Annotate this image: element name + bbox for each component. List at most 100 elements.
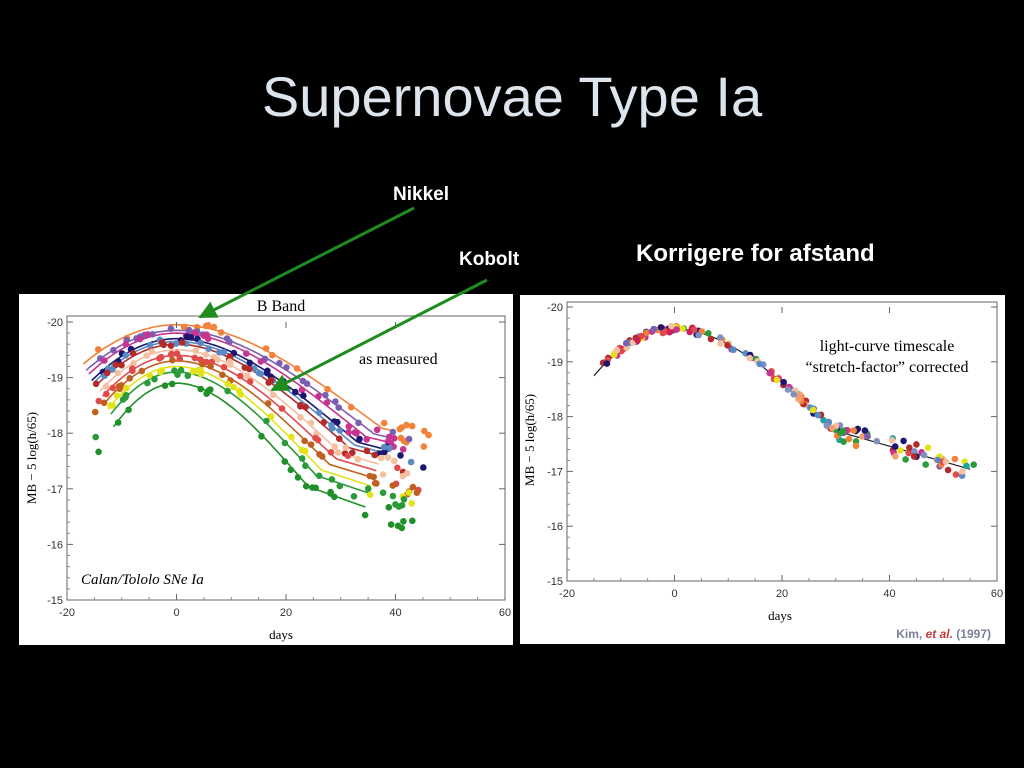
data-point [405,489,413,496]
data-point [160,341,167,349]
data-point [195,366,203,374]
data-point [268,377,275,384]
data-point [294,474,302,481]
data-point [323,399,331,406]
data-point [396,425,404,433]
data-point [892,453,899,460]
data-point [146,341,154,349]
data-point [613,346,621,354]
data-point [176,355,183,362]
data-point [780,378,787,386]
data-point [144,379,151,387]
data-point [397,452,404,459]
data-point [746,354,753,362]
data-point [657,324,665,331]
data-point [91,408,99,416]
data-point [192,347,200,354]
x-tick-label: 40 [389,607,401,619]
data-point [389,428,397,436]
data-point [116,385,123,393]
data-point [156,355,163,362]
data-point [906,444,913,451]
data-point [371,451,379,459]
data-point [408,500,416,507]
slide-title: Supernovae Type Ia [261,65,763,128]
data-point [356,435,363,443]
data-point [315,393,322,400]
data-point [766,369,773,377]
data-point [292,388,299,396]
data-point [717,340,724,347]
data-point [257,358,265,365]
data-point [113,392,121,399]
data-point [287,466,295,474]
data-point [103,390,110,398]
data-point [219,371,226,379]
data-point [174,371,181,378]
data-point [302,462,309,470]
data-point [226,358,233,365]
data-point [263,369,271,377]
data-point [126,375,133,382]
data-point [281,458,289,465]
data-point [784,386,792,393]
data-point [668,322,675,330]
data-point [371,479,379,487]
data-point [420,443,428,450]
data-point [180,323,188,331]
data-point [347,403,355,411]
data-point [385,504,393,511]
data-point [246,378,254,385]
data-point [942,458,950,465]
data-point [398,502,406,509]
data-point [334,418,341,426]
data-point [873,437,881,445]
plot-frame [66,315,506,601]
data-point [103,369,111,377]
data-point [129,365,136,372]
data-point [257,370,265,378]
data-point [262,345,270,352]
stretch-annotation-line1: light-curve timescale [820,338,955,355]
x-tick-label: 0 [671,588,677,600]
data-point [173,350,181,357]
data-point [389,492,397,500]
data-point [403,470,411,477]
data-point [350,493,358,500]
data-point [278,380,286,388]
data-point [905,449,912,457]
data-point [913,441,920,448]
data-point [136,335,144,343]
data-point [95,397,103,405]
data-point [666,328,673,336]
data-point [303,380,311,387]
data-point [167,351,175,358]
data-point [143,352,150,359]
data-point [267,413,275,420]
x-tick-label: 20 [776,588,788,600]
correct-distance-label: Korrigere for afstand [636,240,875,267]
data-point [638,332,645,340]
as-measured-annotation: as measured [359,351,438,368]
data-point [336,435,343,442]
data-point [258,433,265,440]
measured-light-curve-panel: -20 -19 -18 -17 -16 -15 -20 0 20 40 60 B Band as m… [19,294,513,645]
data-point [172,340,180,347]
data-point [409,483,417,491]
data-point [407,458,415,466]
data-point [217,329,225,336]
data-point [952,471,960,478]
data-point [409,517,416,525]
data-point [297,414,304,421]
data-point [361,511,369,519]
data-point [891,443,899,450]
data-point [191,330,199,337]
data-point [230,383,237,391]
data-point [332,398,339,405]
data-point [198,360,206,368]
data-point [837,429,845,437]
y-tick-label: -20 [47,317,63,329]
data-point [336,427,344,434]
data-point [114,419,122,426]
x-tick-label: -20 [559,588,575,600]
